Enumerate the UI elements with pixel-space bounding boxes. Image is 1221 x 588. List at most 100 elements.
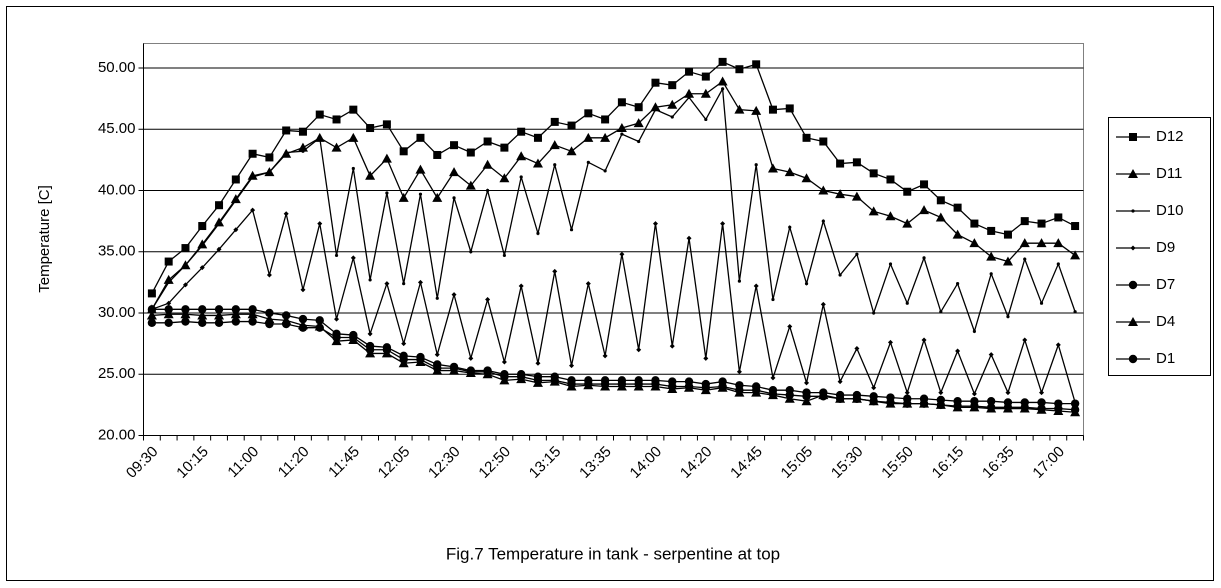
series-line — [151, 86, 1076, 334]
marker — [365, 345, 375, 354]
marker — [987, 226, 996, 235]
marker — [516, 372, 526, 381]
legend-marker — [1130, 245, 1136, 251]
y-axis-title: Temperature [C] — [36, 185, 53, 293]
marker — [921, 337, 927, 343]
marker — [283, 211, 289, 217]
marker — [147, 305, 157, 314]
marker — [532, 158, 543, 168]
marker — [550, 376, 559, 385]
marker — [499, 173, 510, 183]
marker — [167, 280, 171, 284]
marker — [953, 203, 962, 212]
marker — [667, 99, 678, 109]
marker — [398, 192, 409, 202]
marker — [569, 363, 575, 369]
marker — [519, 175, 523, 179]
marker — [819, 392, 828, 401]
marker — [852, 158, 861, 167]
marker — [482, 159, 493, 169]
legend-marker — [1129, 133, 1137, 141]
marker — [265, 319, 274, 329]
marker — [989, 272, 993, 276]
marker — [970, 401, 979, 411]
marker — [1023, 257, 1027, 261]
marker — [163, 274, 174, 284]
marker — [416, 355, 425, 364]
marker — [181, 244, 190, 253]
legend-label: D1 — [1156, 350, 1175, 367]
marker — [935, 212, 946, 222]
marker — [298, 314, 308, 324]
marker — [986, 397, 996, 406]
y-tick-label: 30.00 — [98, 304, 136, 321]
marker — [466, 367, 476, 376]
marker — [751, 385, 761, 395]
marker — [317, 221, 323, 227]
marker — [1006, 315, 1010, 319]
legend-label: D4 — [1156, 313, 1175, 330]
marker — [821, 219, 825, 223]
y-tick-label: 35.00 — [98, 243, 136, 260]
marker — [315, 110, 324, 119]
marker — [1054, 213, 1063, 222]
marker — [385, 191, 389, 195]
marker — [1070, 399, 1080, 408]
marker — [267, 170, 271, 174]
marker — [533, 376, 543, 385]
marker — [885, 211, 896, 221]
marker — [417, 279, 423, 285]
marker — [802, 133, 811, 142]
legend-label: D9 — [1156, 239, 1175, 256]
y-tick-label: 25.00 — [98, 365, 136, 382]
legend-label: D11 — [1156, 165, 1182, 182]
marker — [838, 273, 842, 277]
marker — [334, 316, 340, 322]
marker — [872, 311, 876, 315]
marker — [584, 109, 593, 118]
marker — [214, 318, 224, 327]
marker — [250, 207, 256, 213]
marker — [835, 394, 845, 403]
marker — [549, 140, 560, 150]
marker — [247, 309, 258, 319]
marker — [180, 309, 191, 319]
marker — [483, 137, 492, 146]
marker — [804, 380, 810, 386]
marker — [818, 185, 829, 195]
marker — [516, 151, 527, 161]
marker — [988, 352, 994, 358]
marker — [550, 117, 559, 126]
marker — [753, 283, 759, 289]
marker — [350, 255, 356, 261]
y-tick-label: 50.00 — [98, 59, 136, 76]
marker — [771, 297, 775, 302]
marker — [318, 136, 322, 140]
marker — [637, 139, 641, 144]
marker — [399, 147, 408, 156]
marker — [620, 132, 624, 136]
marker — [449, 363, 459, 373]
marker — [418, 192, 423, 196]
marker — [166, 300, 172, 306]
marker — [837, 379, 843, 385]
marker — [266, 272, 272, 278]
marker — [1039, 390, 1045, 396]
marker — [953, 401, 962, 411]
marker — [1003, 230, 1012, 239]
marker — [904, 390, 910, 396]
marker — [485, 297, 491, 303]
marker — [936, 196, 945, 205]
marker — [466, 148, 475, 157]
marker — [636, 347, 642, 353]
marker — [216, 246, 222, 252]
marker — [569, 228, 574, 232]
marker — [1071, 222, 1080, 231]
marker — [970, 219, 979, 228]
marker — [1019, 238, 1030, 248]
marker — [301, 149, 305, 153]
legend-marker — [1128, 169, 1138, 178]
marker — [684, 88, 695, 98]
marker — [801, 396, 812, 406]
marker — [1022, 337, 1028, 343]
